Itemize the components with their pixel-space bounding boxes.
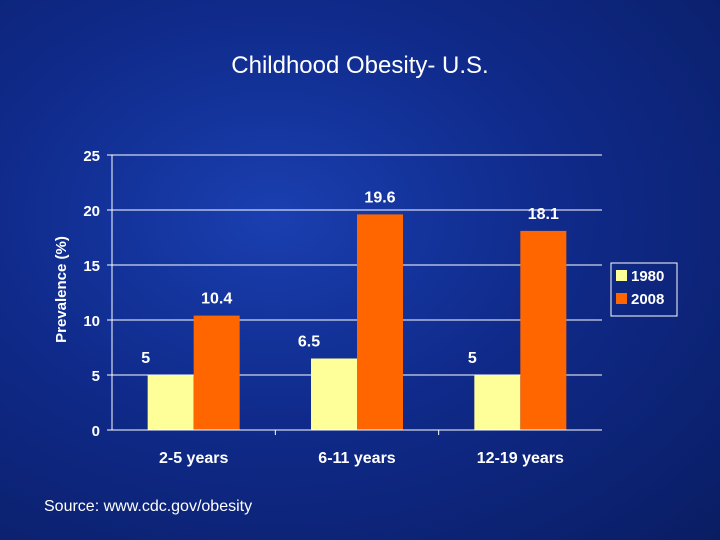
- legend-swatch-1980: [616, 270, 627, 281]
- axes: [107, 154, 602, 435]
- y-axis-label: Prevalence (%): [53, 236, 70, 343]
- bar-2008: [357, 214, 403, 430]
- legend-swatch-2008: [616, 293, 627, 304]
- bar-1980: [474, 375, 521, 430]
- data-label: 10.4: [201, 291, 232, 308]
- bar-1980: [311, 358, 357, 430]
- y-tick-label: 20: [83, 203, 100, 220]
- y-tick-label: 15: [83, 258, 100, 275]
- y-tick-label: 5: [92, 368, 100, 385]
- bar-1980: [147, 375, 194, 430]
- data-label: 5: [468, 350, 477, 367]
- chart-title: Childhood Obesity- U.S.: [231, 52, 489, 79]
- x-tick-label: 12-19 years: [477, 450, 564, 467]
- labels: 0 5 10 15 20 25 Prevalence (%) 5 10.4 2-5 years 6.…: [53, 148, 564, 467]
- data-label: 19.6: [364, 189, 395, 206]
- source-note: Source: www.cdc.gov/obesity: [44, 498, 253, 515]
- y-tick-label: 25: [83, 148, 100, 165]
- data-label: 6.5: [298, 334, 320, 351]
- legend-label: 1980: [631, 268, 664, 285]
- data-label: 5: [141, 350, 150, 367]
- x-tick-label: 6-11 years: [318, 450, 396, 467]
- legend: 1980 2008: [610, 262, 678, 317]
- bar-2008: [520, 230, 567, 430]
- legend-label: 2008: [631, 291, 664, 308]
- legend-box: [610, 262, 678, 317]
- data-label: 18.1: [528, 206, 559, 223]
- y-tick-label: 10: [83, 313, 100, 330]
- y-tick-label: 0: [92, 423, 100, 440]
- bars: [147, 214, 567, 430]
- x-tick-label: 2-5 years: [159, 450, 228, 467]
- bar-2008: [193, 315, 240, 430]
